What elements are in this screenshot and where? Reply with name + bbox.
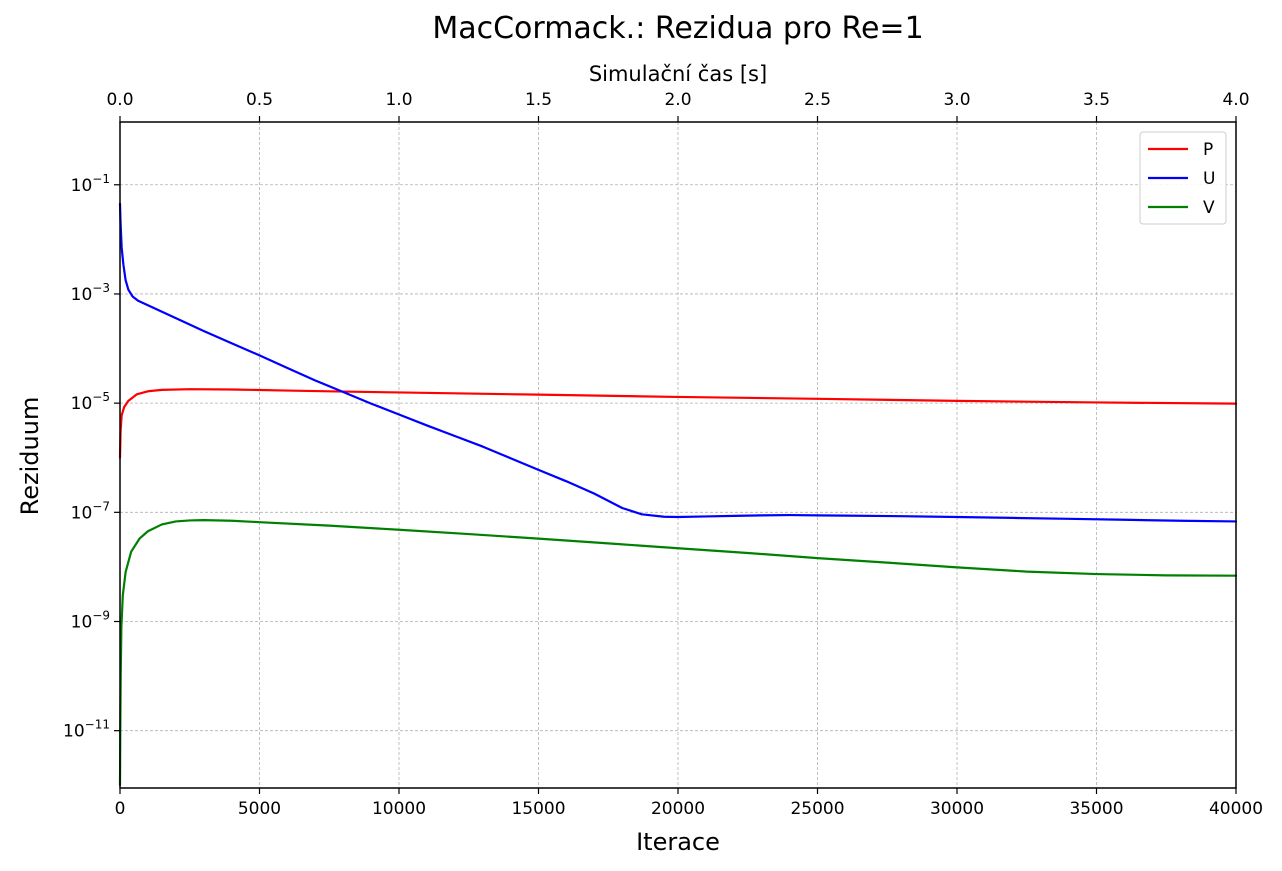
series-line-p bbox=[118, 388, 1238, 459]
x-tick-label: 25000 bbox=[790, 799, 844, 819]
x-tick-label: 5000 bbox=[238, 799, 281, 819]
axes: 0 5000 10000 15000 20000 25000 30000 35000 40000… bbox=[63, 90, 1263, 819]
y-tick-label: 10−9 bbox=[71, 609, 110, 633]
series-lines bbox=[118, 202, 1238, 787]
x-tick-label: 15000 bbox=[511, 799, 565, 819]
series-line-v bbox=[118, 519, 1238, 787]
chart-title: MacCormack.: Rezidua pro Re=1 bbox=[432, 11, 923, 46]
top-tick-label: 2.0 bbox=[664, 90, 691, 110]
top-tick-label: 1.5 bbox=[525, 90, 552, 110]
y-tick-label: 10−7 bbox=[71, 499, 110, 523]
legend: PUV bbox=[1139, 131, 1227, 225]
top-axis-label: Simulační čas [s] bbox=[589, 62, 767, 86]
legend-label-v: V bbox=[1203, 198, 1215, 218]
y-tick-label: 10−11 bbox=[63, 718, 110, 742]
top-tick-label: 0.5 bbox=[246, 90, 273, 110]
y-tick-label: 10−3 bbox=[71, 281, 110, 305]
x-tick-label: 20000 bbox=[651, 799, 705, 819]
x-tick-label: 10000 bbox=[372, 799, 426, 819]
y-tick-label: 10−1 bbox=[71, 172, 110, 196]
x-axis-label: Iterace bbox=[636, 828, 720, 856]
grid bbox=[119, 122, 1237, 788]
x-tick-label: 30000 bbox=[930, 799, 984, 819]
x-tick-label: 35000 bbox=[1069, 799, 1123, 819]
y-axis-label: Reziduum bbox=[16, 397, 44, 516]
top-tick-label: 0.0 bbox=[106, 90, 133, 110]
x-tick-label: 40000 bbox=[1209, 799, 1263, 819]
legend-label-u: U bbox=[1203, 169, 1215, 189]
top-tick-label: 2.5 bbox=[804, 90, 831, 110]
legend-label-p: P bbox=[1203, 140, 1213, 160]
top-tick-label: 3.5 bbox=[1083, 90, 1110, 110]
top-tick-label: 1.0 bbox=[385, 90, 412, 110]
top-tick-label: 3.0 bbox=[943, 90, 970, 110]
series-line-u bbox=[118, 202, 1238, 523]
plot-frame bbox=[119, 121, 1237, 789]
x-tick-label: 0 bbox=[115, 799, 126, 819]
y-tick-label: 10−5 bbox=[71, 390, 110, 414]
top-tick-label: 4.0 bbox=[1222, 90, 1249, 110]
